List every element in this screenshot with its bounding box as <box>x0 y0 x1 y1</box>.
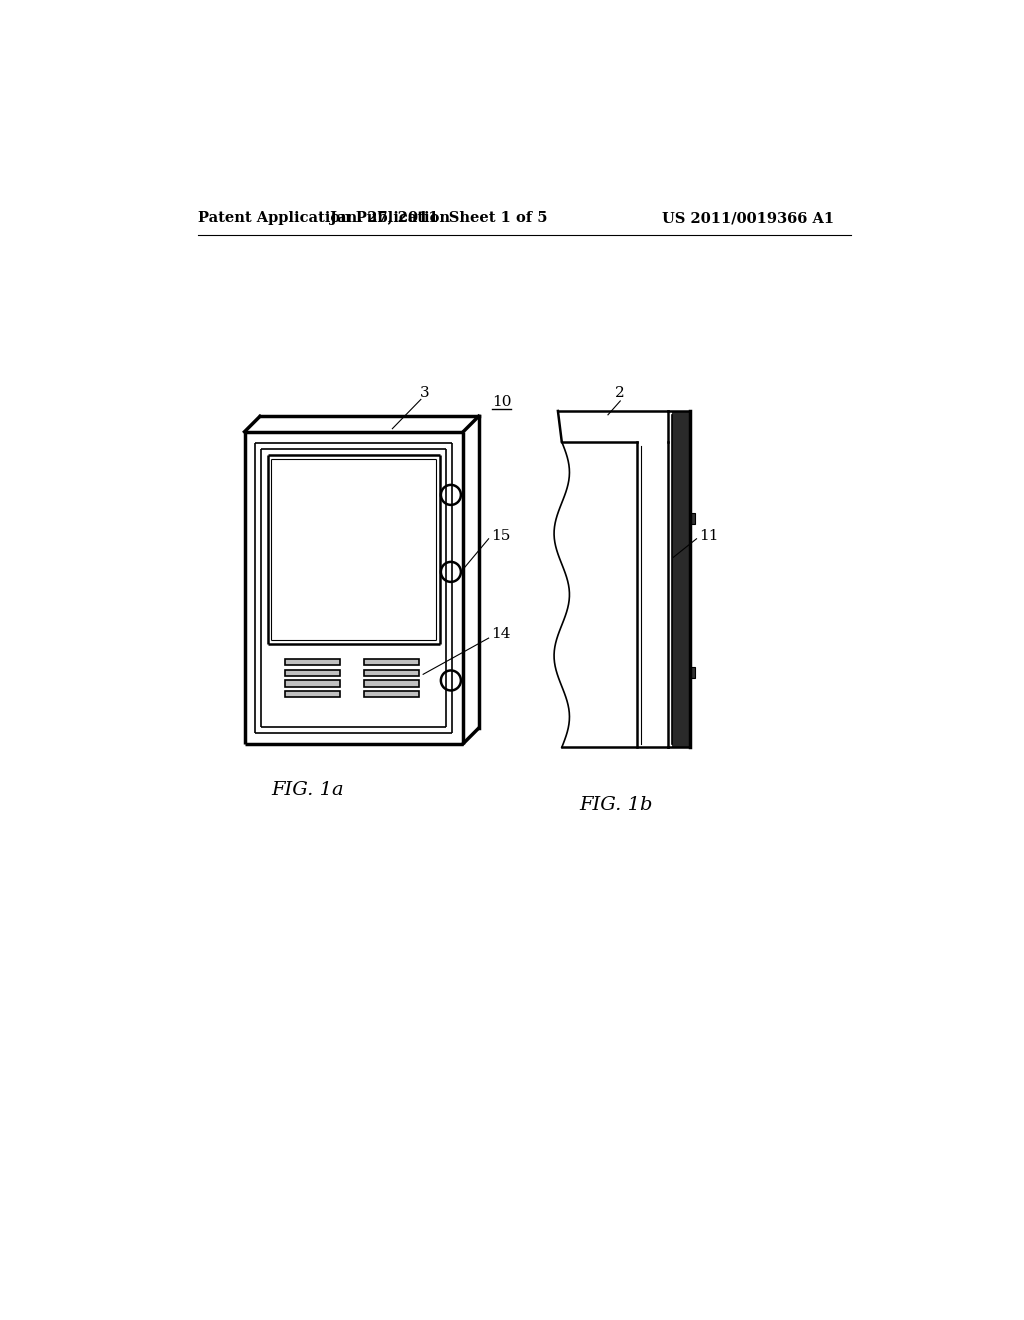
Text: 15: 15 <box>490 529 510 543</box>
Text: US 2011/0019366 A1: US 2011/0019366 A1 <box>662 211 834 226</box>
Text: FIG. 1a: FIG. 1a <box>271 781 344 799</box>
Text: 3: 3 <box>420 387 429 400</box>
Bar <box>285 692 340 697</box>
Text: 11: 11 <box>698 529 718 543</box>
Text: FIG. 1b: FIG. 1b <box>579 796 652 814</box>
Bar <box>285 681 340 686</box>
Bar <box>689 667 695 678</box>
Bar <box>672 411 689 747</box>
Bar <box>364 659 419 665</box>
Text: Jan. 27, 2011  Sheet 1 of 5: Jan. 27, 2011 Sheet 1 of 5 <box>330 211 547 226</box>
Bar <box>285 669 340 676</box>
Bar <box>364 692 419 697</box>
Text: 14: 14 <box>490 627 510 642</box>
Bar <box>364 681 419 686</box>
Text: Patent Application Publication: Patent Application Publication <box>199 211 451 226</box>
Text: 2: 2 <box>615 387 626 400</box>
Bar <box>364 669 419 676</box>
Text: 10: 10 <box>493 395 512 409</box>
Bar <box>285 659 340 665</box>
Bar <box>689 512 695 524</box>
